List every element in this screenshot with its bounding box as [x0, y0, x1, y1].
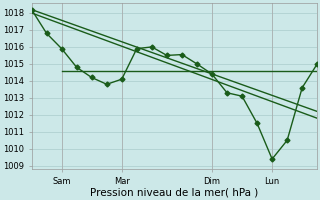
X-axis label: Pression niveau de la mer( hPa ): Pression niveau de la mer( hPa ): [90, 187, 259, 197]
